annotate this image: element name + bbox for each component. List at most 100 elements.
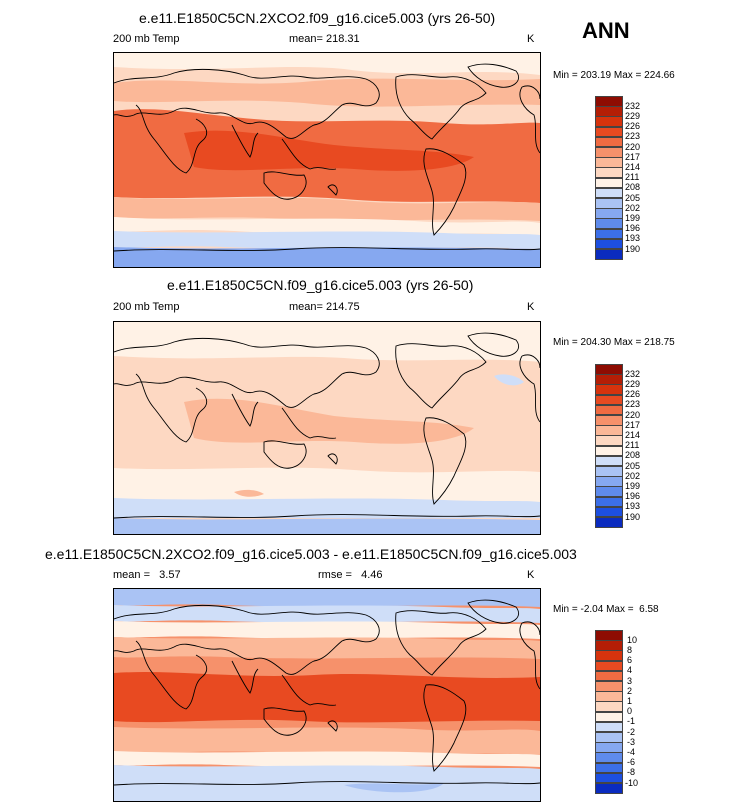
colorbar-swatch <box>595 435 623 447</box>
colorbar-tick-label: 214 <box>625 161 641 172</box>
panel-2-variable: 200 mb Temp <box>113 301 180 313</box>
colorbar-tick-label: -4 <box>627 746 636 757</box>
colorbar-tick-label: 232 <box>625 368 641 379</box>
colorbar-swatch <box>595 177 623 189</box>
colorbar-swatch <box>595 249 623 260</box>
colorbar-tick-label: 220 <box>625 141 641 152</box>
colorbar-tick-label: 10 <box>627 634 638 645</box>
panel-1-mean: mean= 218.31 <box>289 33 360 45</box>
panel-2-minmax: Min = 204.30 Max = 218.75 <box>553 337 675 348</box>
colorbar-tick-label: 196 <box>625 491 641 502</box>
colorbar-swatch <box>595 374 623 385</box>
panel-2-unit: K <box>527 301 535 313</box>
colorbar-swatch <box>595 394 623 406</box>
colorbar-swatch <box>595 218 623 230</box>
panel-3-map <box>113 588 541 802</box>
colorbar-swatch <box>595 445 623 457</box>
colorbar-tick-label: 229 <box>625 378 641 389</box>
colorbar-tick-label: 217 <box>625 151 641 162</box>
panel-1-minmax: Min = 203.19 Max = 224.66 <box>553 70 675 81</box>
panel-1-map <box>113 52 541 268</box>
colorbar-tick-label: 214 <box>625 429 641 440</box>
colorbar-tick-label: 226 <box>625 121 641 132</box>
colorbar-swatch <box>595 157 623 168</box>
colorbar-tick-label: 0 <box>627 706 633 717</box>
colorbar-swatch <box>595 670 623 682</box>
panel-1-unit: K <box>527 33 535 45</box>
colorbar-tick-label: 220 <box>625 409 641 420</box>
colorbar-swatch <box>595 762 623 774</box>
colorbar-tick-label: 211 <box>625 172 640 183</box>
colorbar-swatch <box>595 681 623 692</box>
panel-3-unit: K <box>527 569 535 581</box>
colorbar-tick-label: 193 <box>625 501 641 512</box>
colorbar-swatch <box>595 147 623 158</box>
colorbar-swatch <box>595 742 623 753</box>
panel-3-mean: mean = 3.57 <box>113 569 181 581</box>
colorbar-tick-label: 226 <box>625 389 641 400</box>
colorbar-tick-label: 190 <box>625 243 641 254</box>
panel-2-map-svg <box>114 322 540 534</box>
colorbar-swatch <box>595 187 623 199</box>
colorbar-tick-label: 232 <box>625 100 641 111</box>
colorbar-swatch <box>595 517 623 528</box>
panel-2-title: e.e11.E1850C5CN.f09_g16.cice5.003 (yrs 2… <box>167 277 474 293</box>
colorbar-tick-label: -6 <box>627 757 636 768</box>
colorbar-tick-label: 199 <box>625 212 641 223</box>
colorbar-swatch <box>595 711 623 723</box>
colorbar-tick-label: 4 <box>627 665 633 676</box>
colorbar-swatch <box>595 721 623 733</box>
colorbar-tick-label: 193 <box>625 233 641 244</box>
colorbar-swatch <box>595 425 623 436</box>
panel-3-title: e.e11.E1850C5CN.2XCO2.f09_g16.cice5.003 … <box>45 546 577 562</box>
colorbar-tick-label: 190 <box>625 511 641 522</box>
colorbar-tick-label: 6 <box>627 655 633 666</box>
panel-2-map <box>113 321 541 535</box>
colorbar-tick-label: 8 <box>627 644 633 655</box>
colorbar-swatch <box>595 476 623 487</box>
colorbar-swatch <box>595 455 623 467</box>
colorbar-swatch <box>595 106 623 117</box>
colorbar-swatch <box>595 506 623 518</box>
colorbar-swatch <box>595 116 623 128</box>
colorbar-swatch <box>595 228 623 240</box>
colorbar-tick-label: 205 <box>625 192 641 203</box>
colorbar-swatch <box>595 466 623 477</box>
colorbar-tick-label: 1 <box>627 695 633 706</box>
colorbar-swatch <box>595 198 623 209</box>
colorbar-swatch <box>595 496 623 508</box>
colorbar-tick-label: 196 <box>625 223 641 234</box>
colorbar-swatch <box>595 208 623 219</box>
colorbar-tick-label: 208 <box>625 450 641 461</box>
colorbar-tick-label: -1 <box>627 716 636 727</box>
colorbar-swatch <box>595 640 623 651</box>
colorbar-tick-label: -2 <box>627 726 636 737</box>
panel-3-minmax: Min = -2.04 Max = 6.58 <box>553 604 659 615</box>
colorbar-tick-label: 208 <box>625 182 641 193</box>
colorbar-tick-label: 202 <box>625 202 641 213</box>
colorbar-swatch <box>595 136 623 148</box>
colorbar-swatch <box>595 660 623 672</box>
colorbar-swatch <box>595 772 623 784</box>
colorbar-swatch <box>595 404 623 416</box>
colorbar-swatch <box>595 691 623 702</box>
season-label: ANN <box>582 18 630 43</box>
colorbar-swatch <box>595 415 623 426</box>
colorbar-tick-label: 202 <box>625 470 641 481</box>
colorbar-swatch <box>595 96 623 107</box>
panel-3-map-svg <box>114 589 540 801</box>
panel-3-rmse: rmse = 4.46 <box>318 569 383 581</box>
panel-1-variable: 200 mb Temp <box>113 33 180 45</box>
colorbar-swatch <box>595 384 623 396</box>
colorbar-swatch <box>595 238 623 250</box>
colorbar-swatch <box>595 650 623 662</box>
colorbar-swatch <box>595 732 623 743</box>
colorbar-tick-label: 3 <box>627 675 633 686</box>
colorbar-tick-label: 211 <box>625 440 640 451</box>
colorbar-swatch <box>595 630 623 641</box>
colorbar-swatch <box>595 486 623 498</box>
colorbar-tick-label: 229 <box>625 110 641 121</box>
colorbar-tick-label: -10 <box>625 777 639 788</box>
colorbar-tick-label: 223 <box>625 399 641 410</box>
panel-2-mean: mean= 214.75 <box>289 301 360 313</box>
